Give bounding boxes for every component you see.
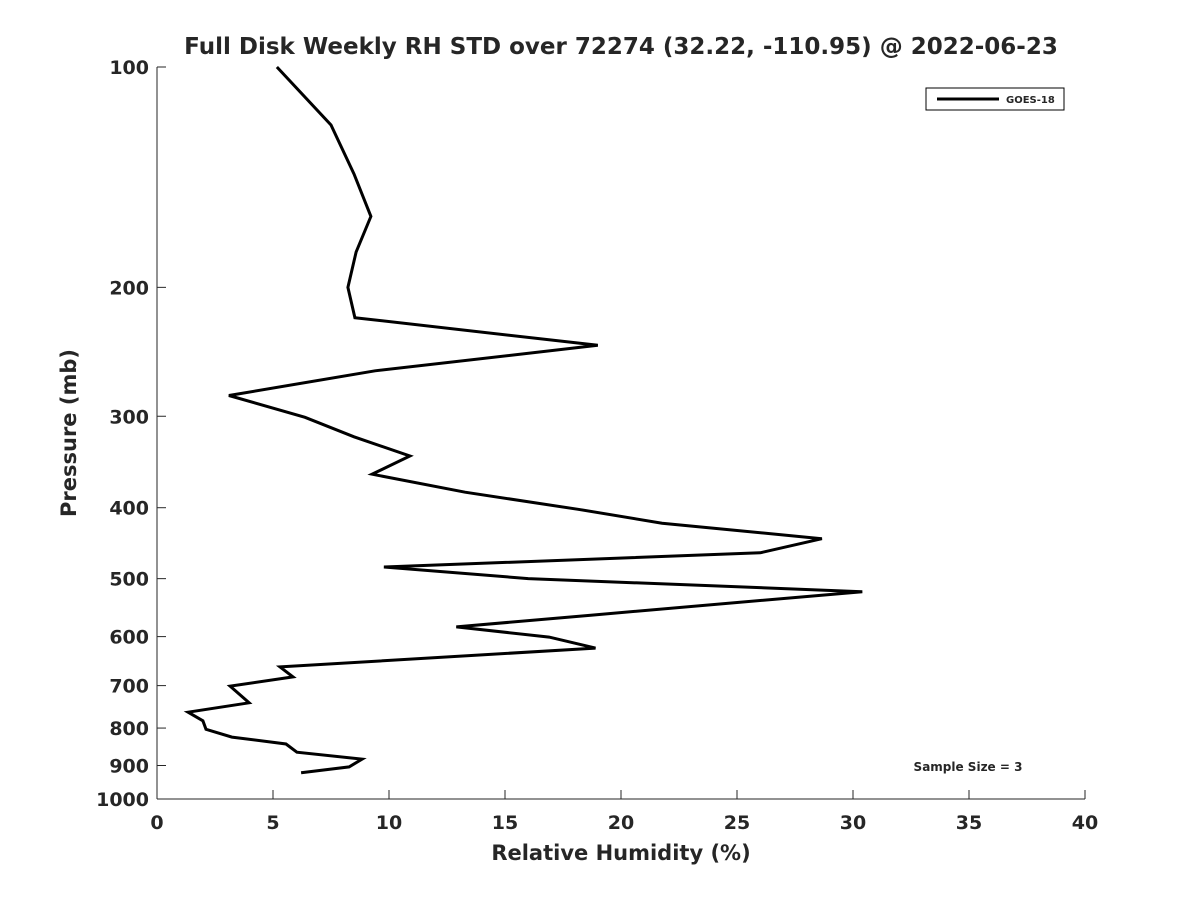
x-axis-ticks: 0 5 10 15 20 25 30 35 40 <box>150 790 1098 834</box>
y-tick-label: 400 <box>109 498 149 520</box>
x-tick-label: 35 <box>956 812 982 834</box>
y-tick-label: 100 <box>109 57 149 79</box>
y-tick-label: 600 <box>109 627 149 649</box>
axes <box>156 67 1085 800</box>
y-axis-label: Pressure (mb) <box>57 349 81 517</box>
legend: GOES-18 <box>925 87 1065 111</box>
y-tick-label: 1000 <box>96 789 149 811</box>
x-tick-label: 0 <box>150 812 163 834</box>
sample-size-annotation: Sample Size = 3 <box>914 760 1023 774</box>
series-line-goes-18 <box>183 65 863 775</box>
y-tick-label: 500 <box>109 569 149 591</box>
y-tick-label: 900 <box>109 756 149 778</box>
x-tick-label: 25 <box>724 812 750 834</box>
x-tick-label: 30 <box>840 812 866 834</box>
y-tick-label: 800 <box>109 718 149 740</box>
x-tick-label: 10 <box>376 812 402 834</box>
y-tick-label: 700 <box>109 676 149 698</box>
x-axis-label: Relative Humidity (%) <box>491 841 750 865</box>
chart-title: Full Disk Weekly RH STD over 72274 (32.2… <box>184 34 1058 60</box>
legend-label-goes-18: GOES-18 <box>1006 95 1055 106</box>
x-tick-label: 40 <box>1072 812 1098 834</box>
y-axis-ticks: 100 200 300 400 500 600 700 800 900 1000 <box>96 57 166 811</box>
y-tick-label: 300 <box>109 406 149 428</box>
x-tick-label: 20 <box>608 812 634 834</box>
y-tick-label: 200 <box>109 277 149 299</box>
x-tick-label: 5 <box>266 812 279 834</box>
x-tick-label: 15 <box>492 812 518 834</box>
